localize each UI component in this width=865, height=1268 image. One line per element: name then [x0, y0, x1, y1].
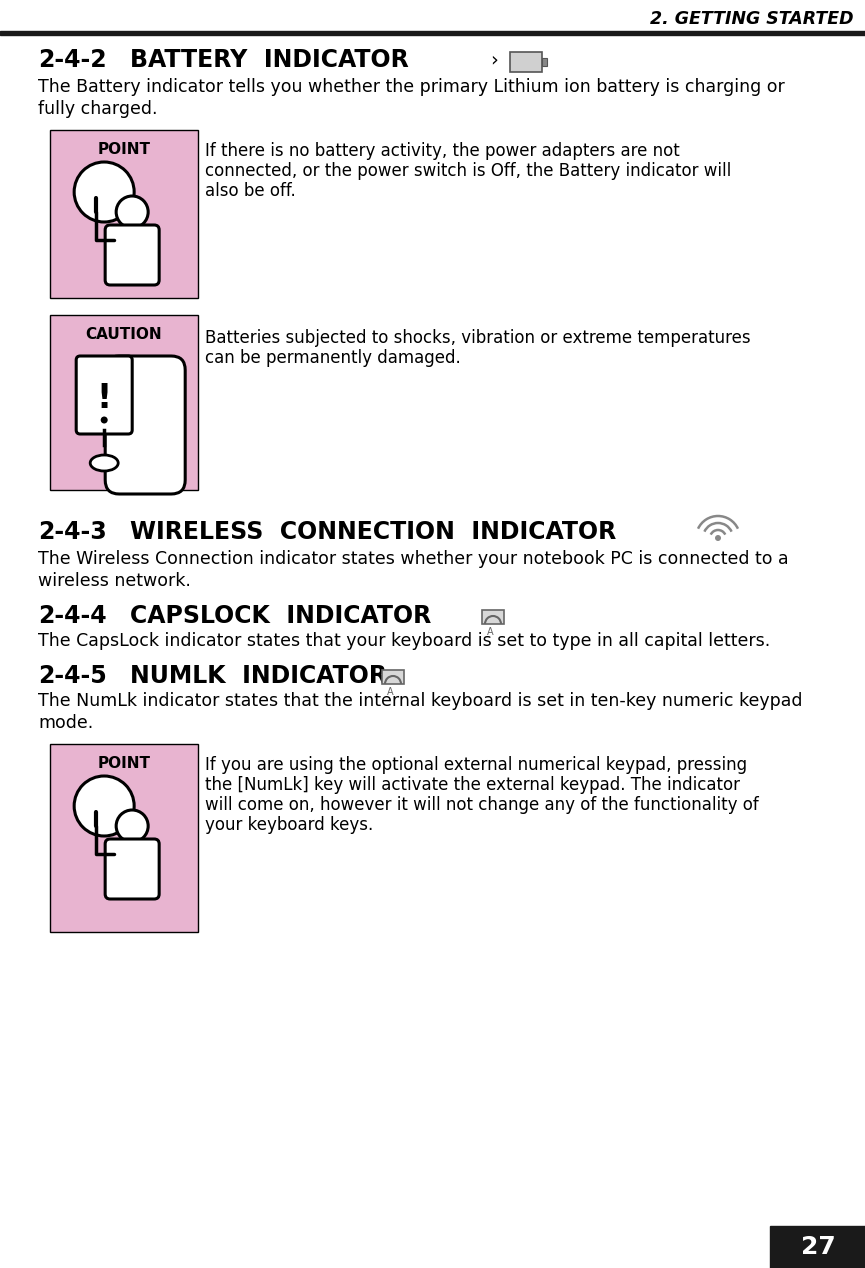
Text: mode.: mode.: [38, 714, 93, 732]
Text: 2-4-3: 2-4-3: [38, 520, 106, 544]
Text: The Battery indicator tells you whether the primary Lithium ion battery is charg: The Battery indicator tells you whether …: [38, 79, 785, 96]
Text: ›: ›: [490, 49, 497, 68]
Bar: [0, 30, 865, 36]
Bar: [770, 1226, 865, 1268]
Text: If there is no battery activity, the power adapters are not: If there is no battery activity, the pow…: [205, 142, 680, 160]
Bar: [542, 58, 547, 66]
Bar: [482, 610, 504, 624]
Text: 2. GETTING STARTED: 2. GETTING STARTED: [650, 10, 853, 28]
Text: can be permanently damaged.: can be permanently damaged.: [205, 349, 461, 366]
Text: WIRELESS  CONNECTION  INDICATOR: WIRELESS CONNECTION INDICATOR: [130, 520, 616, 544]
Text: connected, or the power switch is Off, the Battery indicator will: connected, or the power switch is Off, t…: [205, 162, 731, 180]
Circle shape: [74, 162, 134, 222]
Text: will come on, however it will not change any of the functionality of: will come on, however it will not change…: [205, 796, 759, 814]
Bar: [510, 52, 542, 72]
Text: CAPSLOCK  INDICATOR: CAPSLOCK INDICATOR: [130, 604, 432, 628]
Bar: [50, 131, 198, 298]
Text: POINT: POINT: [98, 142, 151, 157]
Circle shape: [100, 416, 108, 424]
Text: 27: 27: [801, 1235, 836, 1259]
Text: CAUTION: CAUTION: [86, 327, 163, 342]
Text: !: !: [97, 383, 112, 416]
Text: 2-4-2: 2-4-2: [38, 48, 106, 72]
FancyBboxPatch shape: [106, 356, 185, 495]
FancyBboxPatch shape: [76, 356, 132, 434]
Bar: [50, 314, 198, 489]
Ellipse shape: [90, 455, 119, 470]
Bar: [50, 744, 198, 932]
Text: The Wireless Connection indicator states whether your notebook PC is connected t: The Wireless Connection indicator states…: [38, 550, 789, 568]
Text: NUMLK  INDICATOR: NUMLK INDICATOR: [130, 664, 387, 689]
Text: The NumLk indicator states that the internal keyboard is set in ten-key numeric : The NumLk indicator states that the inte…: [38, 692, 803, 710]
Text: POINT: POINT: [98, 756, 151, 771]
FancyBboxPatch shape: [106, 224, 159, 285]
Bar: [382, 670, 404, 683]
Text: A: A: [487, 626, 494, 637]
Text: wireless network.: wireless network.: [38, 572, 191, 590]
Circle shape: [116, 810, 148, 842]
Text: BATTERY  INDICATOR: BATTERY INDICATOR: [130, 48, 409, 72]
Text: also be off.: also be off.: [205, 183, 296, 200]
Text: the [NumLk] key will activate the external keypad. The indicator: the [NumLk] key will activate the extern…: [205, 776, 740, 794]
Text: The CapsLock indicator states that your keyboard is set to type in all capital l: The CapsLock indicator states that your …: [38, 631, 770, 650]
Circle shape: [715, 535, 721, 541]
Text: Batteries subjected to shocks, vibration or extreme temperatures: Batteries subjected to shocks, vibration…: [205, 328, 751, 347]
Text: fully charged.: fully charged.: [38, 100, 157, 118]
Circle shape: [116, 197, 148, 228]
Text: A: A: [387, 687, 394, 697]
FancyBboxPatch shape: [106, 839, 159, 899]
Text: 2-4-4: 2-4-4: [38, 604, 106, 628]
Text: your keyboard keys.: your keyboard keys.: [205, 817, 374, 834]
Text: 2-4-5: 2-4-5: [38, 664, 106, 689]
Text: If you are using the optional external numerical keypad, pressing: If you are using the optional external n…: [205, 756, 747, 773]
Circle shape: [74, 776, 134, 836]
